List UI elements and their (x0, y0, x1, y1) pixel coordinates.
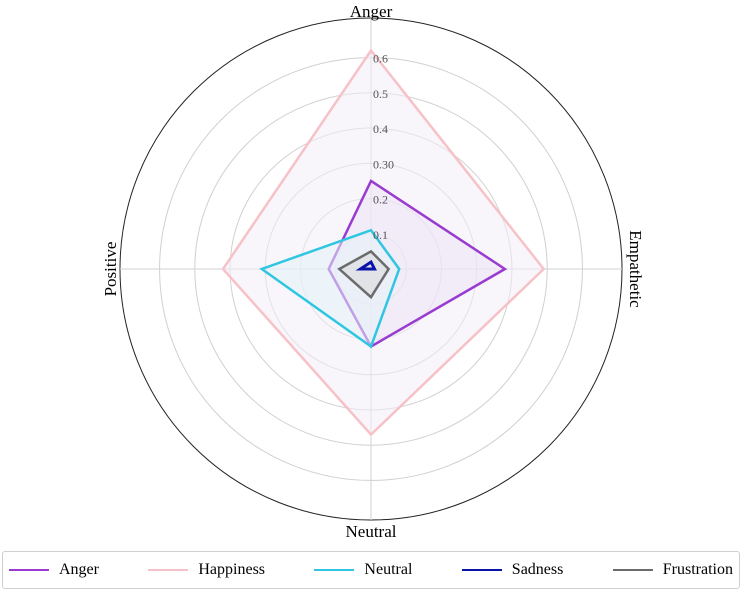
tick-label-6: 0.6 (373, 52, 388, 66)
axis-label-neutral: Neutral (346, 522, 397, 541)
tick-label-1: 0.1 (373, 228, 388, 242)
tick-label-3: 0.30 (373, 157, 394, 171)
legend-label-neutral: Neutral (364, 561, 413, 578)
legend-item-frustration: Frustration (612, 561, 733, 579)
radar-chart: 0.1 0.2 0.30 0.4 0.5 0.6 Anger Empathetic Neutra… (101, 2, 645, 541)
legend-label-anger: Anger (59, 561, 99, 578)
series-frustration (337, 249, 391, 300)
radar-labels: 0.1 0.2 0.30 0.4 0.5 0.6 Anger Empathetic Neutra… (101, 2, 645, 541)
radar-series (221, 48, 546, 437)
legend-item-sadness: Sadness (461, 561, 564, 579)
axis-label-anger: Anger (350, 2, 393, 21)
legend-label-frustration: Frustration (662, 561, 733, 578)
axis-label-empathetic: Empathetic (626, 230, 645, 308)
tick-label-2: 0.2 (373, 193, 388, 207)
legend-item-anger: Anger (9, 561, 99, 579)
legend-swatch-neutral (314, 569, 355, 571)
series-sadness (355, 259, 377, 271)
tick-label-5: 0.5 (373, 87, 388, 101)
tick-label-4: 0.4 (373, 122, 388, 136)
legend-swatch-frustration (612, 569, 653, 571)
axis-label-positive: Positive (101, 242, 120, 297)
legend-item-neutral: Neutral (314, 561, 412, 579)
legend-item-happiness: Happiness (148, 561, 265, 579)
legend-label-sadness: Sadness (511, 561, 564, 578)
legend-swatch-anger (9, 569, 49, 571)
legend-swatch-happiness (148, 569, 189, 571)
legend-swatch-sadness (461, 569, 502, 571)
legend-label-happiness: Happiness (198, 561, 266, 578)
legend: Anger Happiness Neutral Sadness Frustrat… (2, 551, 740, 589)
